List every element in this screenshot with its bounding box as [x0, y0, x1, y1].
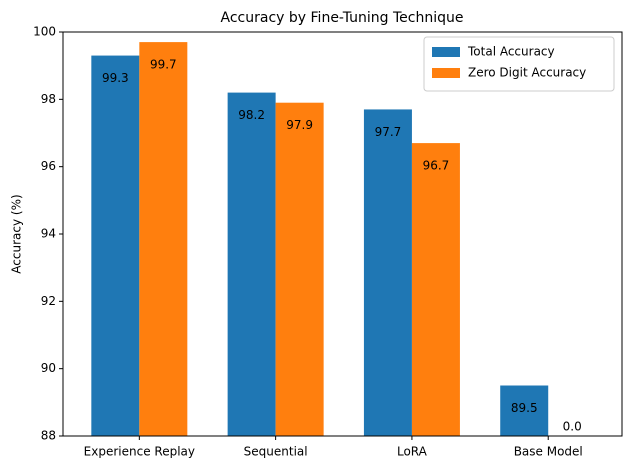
- bar: [275, 102, 324, 436]
- value-label: 97.7: [375, 125, 402, 139]
- legend-label: Zero Digit Accuracy: [468, 66, 586, 80]
- legend-swatch: [432, 68, 460, 78]
- y-tick-label: 92: [41, 294, 56, 308]
- value-label: 96.7: [423, 159, 450, 173]
- legend: Total Accuracy Zero Digit Accuracy: [423, 36, 615, 92]
- value-label: 99.7: [150, 58, 177, 72]
- bar: [227, 92, 276, 436]
- y-tick-label: 100: [33, 25, 56, 39]
- x-tick-label: Experience Replay: [84, 445, 195, 459]
- bars: [91, 42, 549, 436]
- bar: [500, 385, 549, 436]
- legend-swatch: [432, 47, 460, 57]
- y-axis-label: Accuracy (%): [10, 194, 24, 273]
- x-tick-label: Sequential: [244, 445, 308, 459]
- legend-label: Total Accuracy: [467, 45, 555, 59]
- legend-frame: [423, 36, 615, 92]
- bar: [139, 42, 188, 436]
- value-label: 98.2: [238, 108, 265, 122]
- y-tick-label: 98: [41, 92, 56, 106]
- value-label: 89.5: [511, 401, 538, 415]
- y-tick-label: 96: [41, 159, 56, 173]
- value-label: 97.9: [286, 118, 313, 132]
- y-tick-label: 90: [41, 361, 56, 375]
- bar: [411, 143, 460, 436]
- y-tick-label: 88: [41, 429, 56, 443]
- chart-title: Accuracy by Fine-Tuning Technique: [221, 10, 464, 26]
- x-tick-label: Base Model: [514, 445, 583, 459]
- value-label: 0.0: [563, 420, 582, 434]
- bar: [363, 109, 412, 436]
- y-tick-label: 94: [41, 227, 56, 241]
- bar: [91, 55, 140, 436]
- value-label: 99.3: [102, 71, 129, 85]
- x-tick-label: LoRA: [397, 445, 428, 459]
- plot-frame: [62, 31, 623, 437]
